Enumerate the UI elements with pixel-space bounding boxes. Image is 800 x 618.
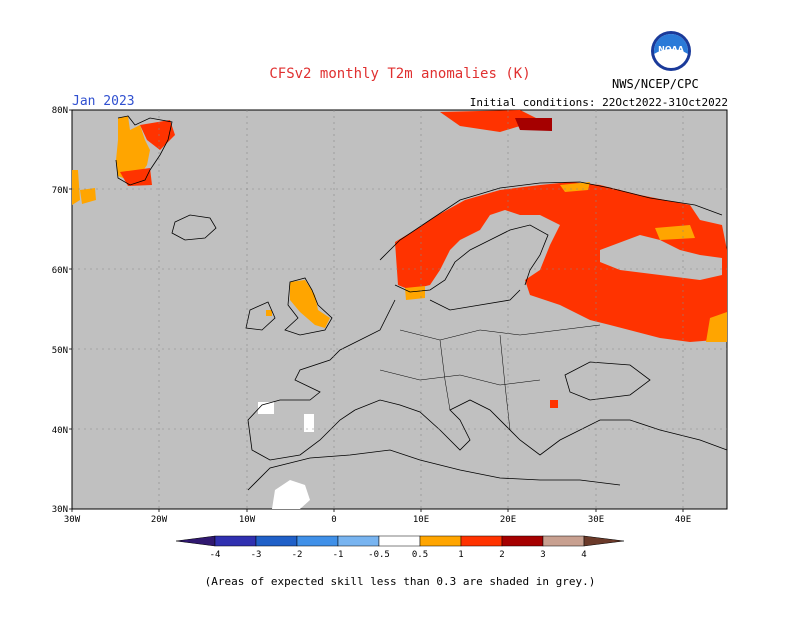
baltic-orange <box>405 286 425 300</box>
lat-label: 60N <box>52 266 68 276</box>
lon-label: 10E <box>413 515 429 525</box>
bulgaria-anomaly <box>550 400 558 408</box>
britain-anomaly <box>266 280 330 328</box>
colorbar-swatch <box>419 535 462 547</box>
colorbar-swatch <box>542 535 585 547</box>
scandinavia-anomaly <box>395 182 727 342</box>
colorbar-label: 2 <box>499 550 504 560</box>
lat-label: 70N <box>52 186 68 196</box>
forecast-month: Jan 2023 <box>72 94 135 109</box>
colorbar-swatch <box>460 535 503 547</box>
plot-title: CFSv2 monthly T2m anomalies (K) <box>269 66 531 82</box>
colorbar-swatch <box>501 535 544 547</box>
colorbar-label: -2 <box>292 550 303 560</box>
colorbar-label: -0.5 <box>368 550 390 560</box>
lon-label: 20E <box>500 515 516 525</box>
colorbar-label: -4 <box>210 550 221 560</box>
initial-conditions: Initial conditions: 22Oct2022-31Oct2022 <box>469 96 728 109</box>
colorbar-label: 4 <box>581 550 586 560</box>
colorbar-label: -1 <box>333 550 344 560</box>
lat-label: 50N <box>52 346 68 356</box>
colorbar-swatch <box>337 535 380 547</box>
colorbar-label: 1 <box>458 550 463 560</box>
lon-label: 30W <box>64 515 81 525</box>
noaa-logo: NOAA <box>651 31 691 71</box>
lon-label: 20W <box>151 515 168 525</box>
colorbar-swatch <box>378 535 421 547</box>
colorbar-label: 3 <box>540 550 545 560</box>
agency-label: NWS/NCEP/CPC <box>612 77 699 91</box>
gridlines <box>72 110 727 509</box>
skill-note: (Areas of expected skill less than 0.3 a… <box>204 575 596 588</box>
scandinavia-orange <box>560 182 727 342</box>
lon-label: 30E <box>588 515 604 525</box>
colorbar-swatch <box>214 535 257 547</box>
lat-labels: 80N 70N 60N 50N 40N 30N <box>52 106 68 515</box>
lon-labels: 30W 20W 10W 0 10E 20E 30E 40E <box>64 515 691 525</box>
greenland-anomaly <box>72 116 150 205</box>
colorbar-label: -3 <box>251 550 262 560</box>
colorbar-arrow-left <box>175 535 216 547</box>
lon-label: 40E <box>675 515 691 525</box>
svalbard-anomaly <box>440 110 552 132</box>
lon-label: 10W <box>239 515 256 525</box>
svg-text:NOAA: NOAA <box>658 45 684 54</box>
lat-label: 30N <box>52 505 68 515</box>
colorbar-swatch <box>296 535 339 547</box>
colorbar-arrow-right <box>583 535 625 547</box>
lon-label: 0 <box>331 515 336 525</box>
colorbar-swatch <box>255 535 298 547</box>
lat-label: 40N <box>52 426 68 436</box>
colorbar-label: 0.5 <box>412 550 428 560</box>
lat-label: 80N <box>52 106 68 116</box>
borders <box>379 324 601 431</box>
coastlines <box>115 115 728 491</box>
